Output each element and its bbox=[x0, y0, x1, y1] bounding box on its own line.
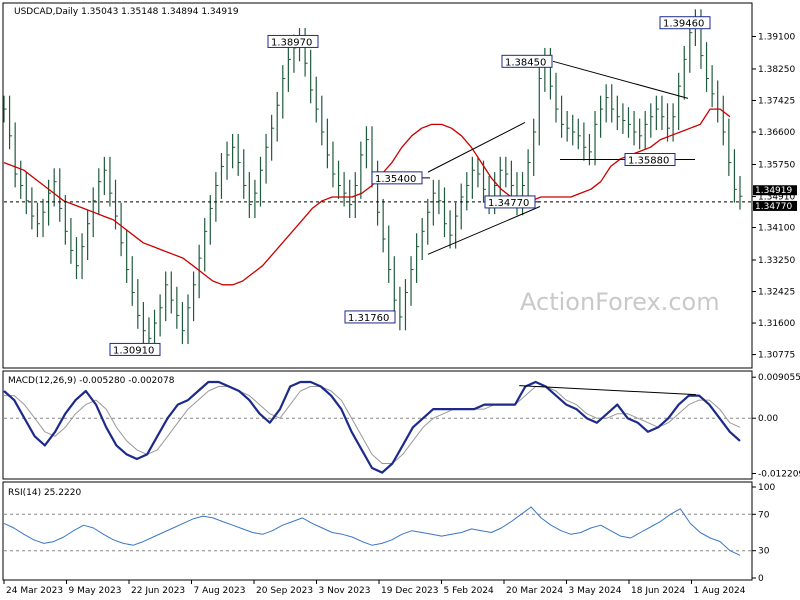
x-tick-label: 19 Dec 2023 bbox=[381, 586, 439, 596]
y-tick-label: 1.35750 bbox=[758, 160, 795, 170]
x-tick-label: 24 Mar 2023 bbox=[6, 586, 63, 596]
macd-panel-frame bbox=[2, 370, 753, 480]
y-tick-label: 70 bbox=[758, 510, 770, 520]
annotation-label: 1.30910 bbox=[113, 345, 154, 356]
x-tick-label: 22 Jun 2023 bbox=[131, 586, 185, 596]
support-price-label: 1.34770 bbox=[755, 202, 792, 212]
channel-lower-line bbox=[427, 206, 541, 255]
y-tick-label: 1.31600 bbox=[758, 319, 795, 329]
x-axis: 24 Mar 2023 9 May 2023 22 Jun 2023 7 Aug 20… bbox=[3, 580, 746, 596]
x-tick-label: 20 Sep 2023 bbox=[256, 586, 313, 596]
x-tick-label: 5 Feb 2024 bbox=[444, 586, 495, 596]
annotation-label: 1.38970 bbox=[271, 37, 312, 48]
y-tick-label: 100 bbox=[758, 483, 775, 493]
x-tick-label: 1 Aug 2024 bbox=[694, 586, 746, 596]
annotation-box bbox=[501, 54, 553, 68]
annotation-label: 1.34770 bbox=[488, 198, 529, 209]
x-tick-label: 9 May 2023 bbox=[69, 586, 122, 596]
macd-trendline bbox=[519, 385, 696, 396]
trendline-upper bbox=[552, 60, 689, 99]
y-tick-label: 1.39100 bbox=[758, 32, 795, 42]
annotation-label: 1.31760 bbox=[348, 313, 389, 324]
y-tick-label: -0.012209 bbox=[758, 470, 800, 480]
annotation-box bbox=[344, 310, 396, 324]
annotation-box bbox=[267, 34, 319, 48]
annotation-box bbox=[109, 342, 161, 356]
x-tick-label: 18 Jun 2024 bbox=[631, 586, 685, 596]
y-tick-label: 0 bbox=[758, 574, 764, 584]
support-price-box bbox=[753, 200, 797, 211]
x-tick-label: 3 May 2024 bbox=[569, 586, 622, 596]
y-tick-label: 1.30775 bbox=[758, 351, 795, 361]
y-tick-label: 0.00 bbox=[758, 414, 778, 424]
y-tick-label: 1.34910 bbox=[758, 193, 795, 203]
annotation-label: 1.38450 bbox=[505, 57, 546, 68]
channel-upper-line bbox=[427, 122, 526, 173]
y-tick-label: 0.009055 bbox=[758, 373, 800, 383]
price-layer: 1.39100 1.38250 1.37425 1.36600 1.35750 1.349… bbox=[3, 9, 797, 361]
annotation-label: 1.35880 bbox=[628, 156, 669, 167]
y-tick-label: 1.38250 bbox=[758, 65, 795, 75]
current-price-label: 1.34919 bbox=[755, 186, 792, 196]
annotation-label: 1.35400 bbox=[375, 174, 416, 185]
moving-average-line bbox=[3, 108, 731, 286]
y-tick-label: 1.36600 bbox=[758, 128, 795, 138]
annotation-box bbox=[484, 195, 536, 209]
watermark: ActionForex.com bbox=[520, 288, 720, 316]
macd-layer: 0.009055 0.00 -0.012209 bbox=[3, 373, 800, 480]
annotation-box bbox=[371, 171, 423, 185]
y-tick-label: 1.37425 bbox=[758, 96, 795, 106]
x-tick-label: 7 Aug 2023 bbox=[194, 586, 246, 596]
x-tick-label: 3 Nov 2023 bbox=[319, 586, 371, 596]
macd-line bbox=[3, 380, 741, 474]
current-price-box bbox=[753, 185, 797, 196]
y-tick-label: 30 bbox=[758, 547, 770, 557]
y-tick-label: 1.32425 bbox=[758, 288, 795, 298]
price-title: USDCAD,Daily 1.35043 1.35148 1.34894 1.3… bbox=[14, 7, 239, 17]
rsi-layer: 100 70 30 0 bbox=[3, 483, 775, 584]
annotation-label: 1.39460 bbox=[663, 19, 704, 30]
y-tick-label: 1.33250 bbox=[758, 256, 795, 266]
macd-signal-line bbox=[4, 386, 741, 464]
x-tick-label: 20 Mar 2024 bbox=[506, 586, 563, 596]
y-tick-label: 1.34100 bbox=[758, 224, 795, 234]
rsi-panel-frame bbox=[2, 481, 753, 581]
macd-title: MACD(12,26,9) -0.005280 -0.002078 bbox=[8, 376, 175, 386]
rsi-title: RSI(14) 25.2220 bbox=[8, 488, 81, 498]
rsi-line bbox=[3, 506, 741, 556]
annotation-box bbox=[659, 16, 711, 30]
annotation-box bbox=[624, 153, 676, 167]
